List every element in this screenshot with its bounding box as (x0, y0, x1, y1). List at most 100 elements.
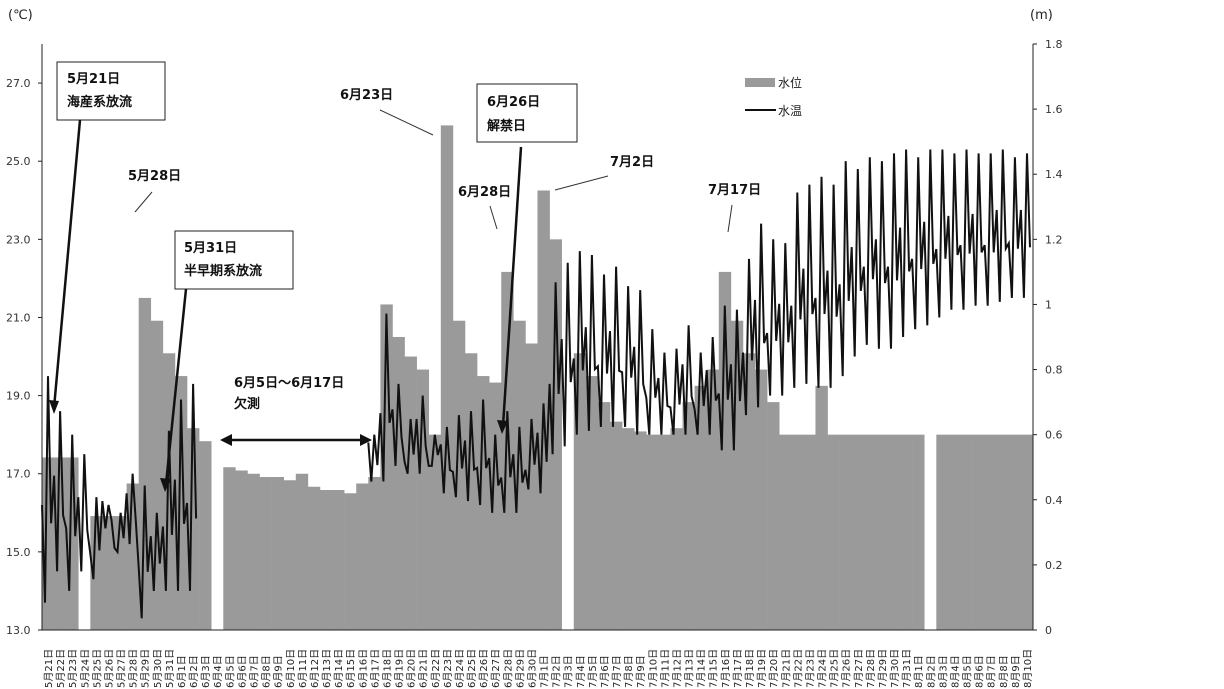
x-tick-label: 6月12日 (309, 649, 321, 688)
water-level-gap (566, 44, 571, 630)
water-level-bar (996, 434, 1010, 630)
x-tick-label: 6月28日 (502, 649, 514, 688)
annotation-box-jun26 (476, 83, 578, 143)
x-tick-label: 6月18日 (381, 649, 393, 688)
x-tick-label: 8月6日 (974, 655, 986, 688)
x-tick-label: 7月4日 (575, 655, 587, 688)
water-level-bar (440, 125, 454, 630)
x-tick-label: 7月9日 (635, 655, 647, 688)
x-tick-label: 6月5日 (224, 655, 236, 688)
annotation-may28-date: 5月28日 (128, 169, 181, 184)
x-tick-label: 6月20日 (406, 649, 418, 688)
water-level-bar (501, 271, 514, 630)
x-tick-label: 7月6日 (599, 655, 611, 688)
water-level-bar (525, 343, 538, 630)
water-level-bar (912, 434, 925, 630)
x-tick-label: 6月2日 (188, 655, 200, 688)
left-tick-label: 25.0 (6, 155, 31, 168)
x-tick-label: 7月19日 (756, 649, 768, 688)
legend: 水位 水温 (745, 75, 802, 118)
water-level-bar (344, 493, 357, 630)
leader-jun28 (489, 205, 498, 230)
x-tick-label: 6月22日 (430, 649, 442, 688)
x-axis-ticks: 5月21日 5月22日 5月23日 5月24日 5月25日 5月26日 5月27日 5月28日… (43, 649, 1034, 688)
arrow-may21 (52, 119, 82, 409)
water-level-bar (235, 470, 248, 630)
x-tick-label: 8月1日 (913, 655, 925, 688)
annotation-may21-text: 海産系放流 (67, 94, 132, 110)
annotation-jun26: 6月26日 解禁日 (476, 83, 578, 434)
right-tick-label: 0.8 (1045, 364, 1063, 377)
x-tick-label: 6月25日 (466, 649, 478, 688)
x-tick-label: 8月2日 (925, 655, 937, 688)
annotation-jul17-date: 7月17日 (708, 183, 761, 198)
x-tick-label: 5月22日 (55, 649, 67, 688)
left-tick-label: 27.0 (6, 77, 31, 90)
right-tick-label: 0 (1045, 624, 1052, 637)
annotation-jun28-date: 6月28日 (458, 185, 511, 200)
x-tick-label: 6月9日 (273, 655, 285, 688)
x-tick-label: 5月24日 (79, 649, 91, 688)
x-tick-label: 7月26日 (841, 649, 853, 688)
annotation-may31-text: 半早期系放流 (184, 263, 262, 279)
water-level-bar (815, 385, 828, 630)
water-level-bar (839, 434, 853, 630)
x-tick-label: 6月1日 (176, 655, 188, 688)
annotation-missing-range: 6月5日～6月17日 (234, 376, 344, 391)
legend-label-water-level: 水位 (778, 75, 802, 90)
water-level-bar (295, 473, 309, 630)
x-tick-label: 6月30日 (526, 649, 538, 688)
x-tick-label: 6月24日 (454, 649, 466, 688)
left-tick-label: 13.0 (6, 624, 31, 637)
water-level-bar (791, 434, 804, 630)
x-tick-label: 7月17日 (732, 649, 744, 688)
annotation-jun28: 6月28日 (458, 185, 511, 230)
left-axis-unit: (℃) (8, 8, 33, 23)
water-level-bar (1020, 434, 1034, 630)
water-level-bar (851, 434, 865, 630)
x-tick-label: 8月5日 (962, 655, 974, 688)
x-tick-label: 5月29日 (140, 649, 152, 688)
water-level-bar (368, 476, 381, 630)
left-tick-label: 17.0 (6, 468, 31, 481)
x-tick-label: 7月16日 (720, 649, 732, 688)
right-tick-label: 0.6 (1045, 429, 1063, 442)
leader-may28 (134, 191, 153, 213)
x-tick-label: 6月29日 (514, 649, 526, 688)
annotation-may31-date: 5月31日 (184, 241, 237, 256)
annotation-may21-date: 5月21日 (67, 72, 120, 87)
x-tick-label: 7月23日 (804, 649, 816, 688)
water-level-bar (646, 434, 659, 630)
water-level-bar (380, 304, 393, 630)
water-level-bar (307, 486, 321, 630)
x-tick-label: 5月23日 (67, 649, 79, 688)
water-level-bar (972, 434, 985, 630)
x-tick-label: 6月13日 (321, 649, 333, 688)
right-tick-label: 0.4 (1045, 494, 1063, 507)
x-tick-label: 8月3日 (937, 655, 949, 688)
water-level-bar (863, 434, 877, 630)
leader-jul2 (554, 175, 609, 191)
annotation-jun23-date: 6月23日 (340, 88, 393, 103)
water-level-bar (138, 297, 152, 630)
water-level-bar (1008, 434, 1022, 630)
leader-jul17 (727, 204, 733, 233)
water-level-bar (803, 434, 816, 630)
x-tick-label: 6月6日 (236, 655, 248, 688)
x-tick-label: 7月1日 (539, 655, 551, 688)
water-level-bar (489, 382, 502, 630)
water-level-bar (332, 490, 345, 630)
leader-jun23 (379, 109, 434, 136)
water-level-bar (875, 434, 889, 630)
x-tick-label: 7月22日 (792, 649, 804, 688)
water-level-bar (247, 473, 260, 630)
water-level-bar (634, 431, 647, 630)
x-tick-label: 7月25日 (829, 649, 841, 688)
arrow-jun26 (501, 146, 523, 427)
water-temperature-line (41, 149, 1031, 619)
annotation-jun26-date: 6月26日 (487, 95, 540, 110)
water-level-bar (718, 271, 732, 630)
water-level-gap (929, 44, 934, 630)
x-tick-label: 5月31日 (164, 649, 176, 688)
water-level-bar (428, 434, 442, 630)
